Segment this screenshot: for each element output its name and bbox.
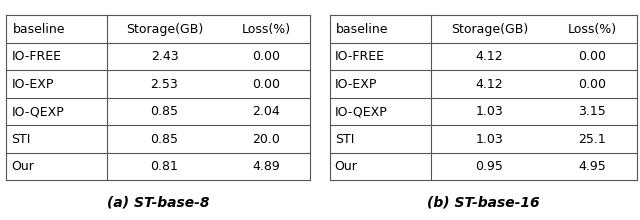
Text: Our: Our — [12, 160, 35, 173]
Text: 0.95: 0.95 — [476, 160, 503, 173]
Text: (b) ST-base-16: (b) ST-base-16 — [427, 195, 540, 209]
Text: 0.81: 0.81 — [150, 160, 179, 173]
Text: 4.95: 4.95 — [579, 160, 606, 173]
Text: baseline: baseline — [336, 23, 388, 36]
Text: 0.00: 0.00 — [252, 78, 280, 91]
Text: Storage(GB): Storage(GB) — [126, 23, 203, 36]
Text: 2.43: 2.43 — [150, 50, 179, 63]
Text: 2.04: 2.04 — [252, 105, 280, 118]
Text: 1.03: 1.03 — [476, 133, 503, 146]
Text: 2.53: 2.53 — [150, 78, 179, 91]
Text: baseline: baseline — [13, 23, 65, 36]
Text: IO-FREE: IO-FREE — [12, 50, 61, 63]
Text: Loss(%): Loss(%) — [242, 23, 291, 36]
Text: STI: STI — [335, 133, 354, 146]
Text: 3.15: 3.15 — [579, 105, 606, 118]
Text: 1.03: 1.03 — [476, 105, 503, 118]
Text: IO-QEXP: IO-QEXP — [12, 105, 64, 118]
Text: 0.85: 0.85 — [150, 105, 179, 118]
Text: IO-EXP: IO-EXP — [12, 78, 54, 91]
Text: (a) ST-base-8: (a) ST-base-8 — [107, 195, 210, 209]
Text: IO-EXP: IO-EXP — [335, 78, 377, 91]
Text: Storage(GB): Storage(GB) — [451, 23, 528, 36]
Text: 25.1: 25.1 — [579, 133, 606, 146]
Text: 20.0: 20.0 — [252, 133, 280, 146]
Text: 4.89: 4.89 — [252, 160, 280, 173]
Text: IO-FREE: IO-FREE — [335, 50, 385, 63]
Text: 4.12: 4.12 — [476, 78, 503, 91]
Text: Our: Our — [335, 160, 358, 173]
Text: STI: STI — [12, 133, 31, 146]
Text: Loss(%): Loss(%) — [568, 23, 617, 36]
Text: IO-QEXP: IO-QEXP — [335, 105, 387, 118]
Text: 4.12: 4.12 — [476, 50, 503, 63]
Text: 0.00: 0.00 — [579, 78, 606, 91]
Text: 0.00: 0.00 — [579, 50, 606, 63]
Text: 0.85: 0.85 — [150, 133, 179, 146]
Text: 0.00: 0.00 — [252, 50, 280, 63]
